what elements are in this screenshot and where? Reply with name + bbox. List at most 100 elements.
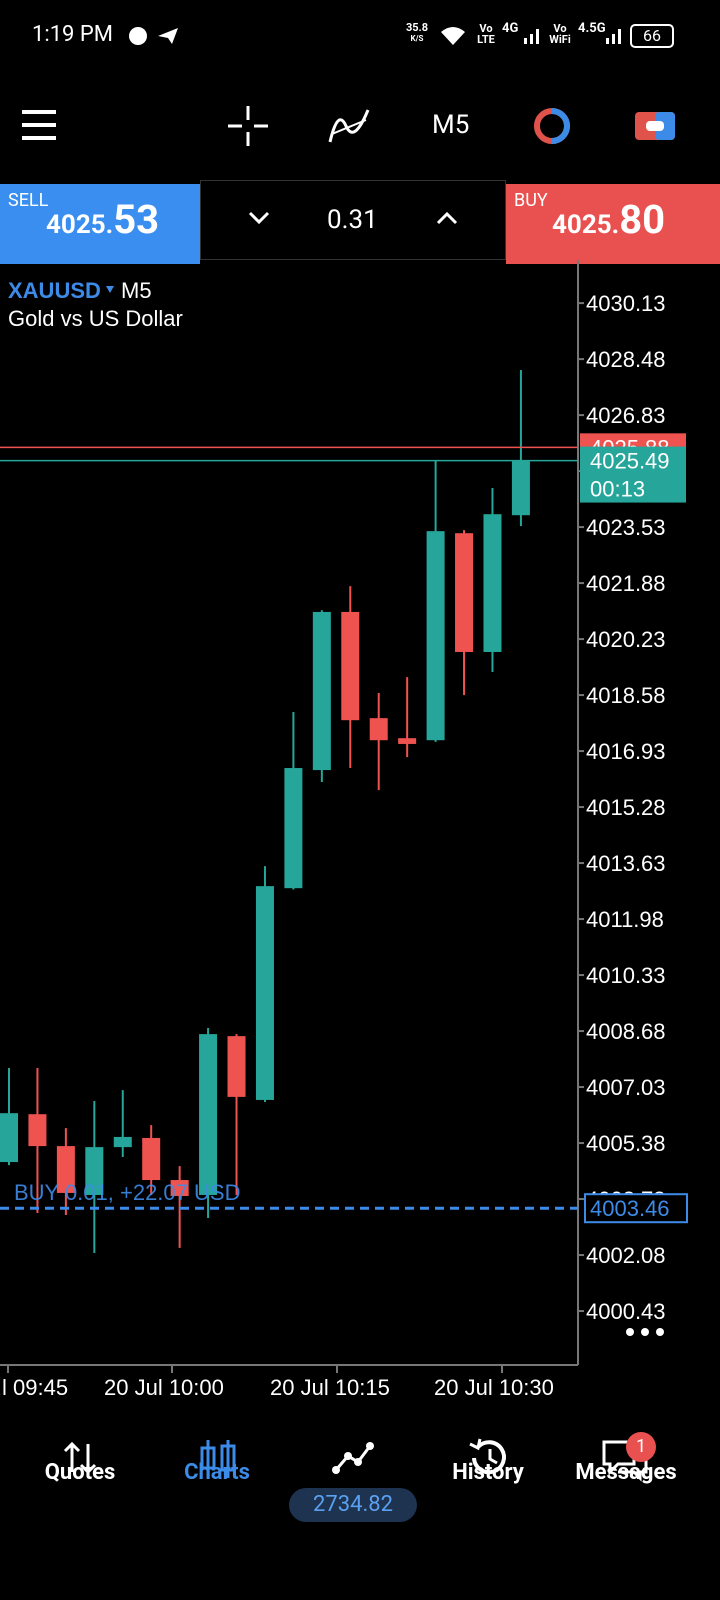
more-dots[interactable] [626,1328,664,1336]
candle-body [113,1136,132,1148]
charts-icon[interactable] [198,1438,238,1480]
net-speed-value: 35.8 [405,21,429,34]
chart-timeframe: M5 [121,278,152,303]
candle-body [85,1147,104,1195]
position-price-bg [584,1193,688,1224]
volume-down[interactable] [247,209,271,227]
candle-body [312,611,331,771]
bid-timer: 00:13 [590,477,645,502]
y-tick-label: 4023.53 [586,515,666,540]
buy-button[interactable]: BUY 4025.80 [506,184,720,264]
volume-up[interactable] [435,209,459,227]
indicator-icon[interactable] [326,104,372,146]
y-tick-label: 4005.38 [586,1131,666,1156]
trade-nav-icon[interactable] [332,1440,374,1476]
candle-body [284,768,303,889]
y-tick-label: 4011.98 [586,907,664,932]
signal-2 [606,29,621,44]
volte-top: Vo [479,22,493,35]
vowifi-bottom: WiFi [549,33,571,46]
y-tick-label: 4002.08 [586,1243,666,1268]
nav-quotes[interactable]: Quotes [44,1460,116,1485]
menu-icon[interactable] [20,108,60,142]
nav-balance[interactable]: 2734.82 [289,1488,417,1522]
status-time: 1:19 PM [32,22,113,47]
y-tick-label: 4020.23 [586,627,666,652]
y-tick-label: 4013.63 [586,851,666,876]
crosshair-icon[interactable] [226,104,270,148]
sell-price: 4025.53 [46,196,159,243]
vowifi: Vo WiFi [548,23,572,45]
candle-body [341,611,360,721]
candle-body [511,460,530,516]
buy-price: 4025.80 [552,196,665,243]
candle-body [369,718,388,741]
volume-panel: 0.31 [200,180,506,260]
net-speed: 35.8 K/S [402,22,432,44]
buy-label: BUY [514,190,548,211]
status-icons [129,27,178,45]
symbol-caret [106,286,114,293]
candle-body [426,531,445,741]
y-tick-label: 4028.48 [586,347,666,372]
x-tick-label: l 09:45 [2,1375,68,1400]
x-tick-label: 20 Jul 10:00 [104,1375,224,1400]
nav-history[interactable]: History [452,1460,524,1485]
sell-price-small: 4025. [46,210,114,240]
y-tick-label: 4015.28 [586,795,666,820]
nav-messages[interactable]: Messages [575,1460,677,1485]
history-icon[interactable] [466,1436,510,1480]
wifi-icon [441,27,465,45]
volte: Vo LTE [474,23,498,45]
messages-badge: 1 [626,1432,656,1462]
candle-body [227,1036,246,1097]
bid-label-bg [580,446,686,503]
timeframe-button[interactable]: M5 [432,110,470,140]
y-tick-label: 4018.58 [586,683,666,708]
signal-1 [524,29,539,44]
candle-body [398,738,417,744]
position-label: BUY 0.01, +22.07 USD [14,1180,240,1205]
x-tick-label: 20 Jul 10:15 [270,1375,390,1400]
y-tick-label: 4016.93 [586,739,666,764]
candle-body [56,1146,75,1193]
candle-body [199,1034,218,1195]
y-tick-label: 4030.13 [586,291,666,316]
candle-body [142,1137,161,1181]
vowifi-top: Vo [553,22,567,35]
network1: 4G [502,21,519,36]
symbol[interactable]: XAUUSD [8,278,101,303]
candle-body [255,886,274,1100]
x-tick-label: 20 Jul 10:30 [434,1375,554,1400]
buy-price-big: 80 [619,196,666,243]
chart: XAUUSD M5 Gold vs US Dollar 4030.13 4028.… [0,260,688,1400]
network2: 4.5G [578,21,606,36]
buy-price-small: 4025. [552,210,620,240]
candle-body [28,1114,47,1147]
candle-body [455,533,474,652]
net-speed-unit: K/S [410,34,424,43]
y-tick-label: 4021.88 [586,571,666,596]
one-click-icon[interactable] [634,110,676,142]
quotes-icon[interactable] [62,1440,98,1476]
sell-label: SELL [8,190,49,211]
candle-body [170,1180,189,1196]
trade-icon[interactable] [532,106,574,146]
y-tick-label: 4007.03 [586,1075,666,1100]
bid-label: 4025.49 [590,449,670,474]
volume-value[interactable]: 0.31 [327,205,378,235]
y-tick-label: 4000.43 [586,1299,666,1324]
volte-bottom: LTE [477,33,495,46]
battery: 66 [630,24,674,48]
y-tick-label: 4026.83 [586,403,666,428]
y-tick-label: 4010.33 [586,963,666,988]
candle-body [0,1113,18,1163]
nav-charts[interactable]: Charts [184,1460,250,1485]
position-price: 4003.46 [590,1196,670,1221]
description: Gold vs US Dollar [8,306,183,331]
y-tick-label: 4008.68 [586,1019,666,1044]
candle-body [483,514,502,652]
sell-button[interactable]: SELL 4025.53 [0,184,200,264]
sell-price-big: 53 [113,196,160,243]
